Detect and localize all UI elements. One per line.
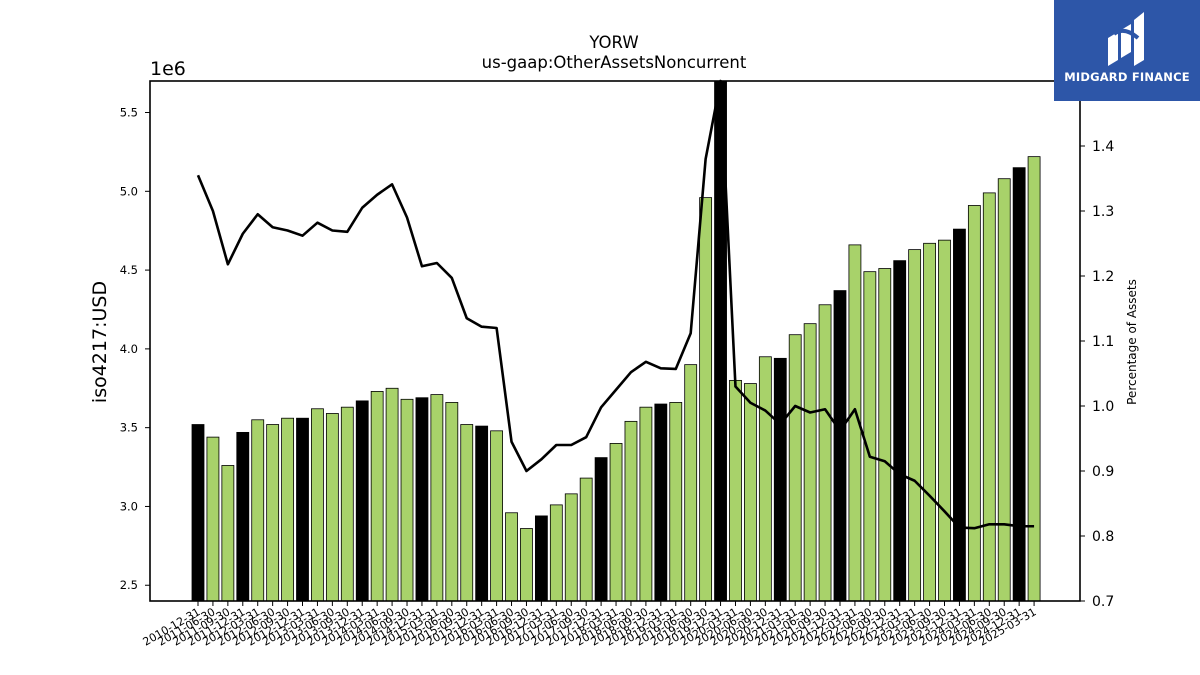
bar	[788, 334, 802, 602]
y-tick-label: 4.5	[120, 263, 138, 277]
bar	[549, 504, 563, 602]
bar	[773, 357, 787, 602]
bar	[564, 493, 578, 602]
bar	[490, 430, 504, 602]
y2-tick-label: 0.8	[1092, 529, 1114, 545]
bar	[967, 205, 981, 602]
bar	[191, 424, 205, 602]
y-axis: 2.5 3.0 3.5 4.0 4.5 5.0 5.5	[120, 106, 150, 592]
bar	[923, 242, 936, 602]
y-tick-label: 5.5	[120, 106, 138, 120]
bar	[953, 228, 966, 602]
bar	[266, 424, 280, 602]
midgard-logo: MIDGARD FINANCE	[1054, 0, 1200, 101]
y-tick-label: 4.0	[120, 342, 138, 356]
y2-axis-label: Percentage of Assets	[1125, 279, 1139, 405]
y2-tick-label: 0.9	[1092, 464, 1114, 480]
bar	[729, 379, 742, 602]
bar	[818, 304, 832, 602]
bar	[534, 515, 548, 602]
line-series	[196, 79, 1035, 530]
y2-tick-label: 1.2	[1092, 269, 1114, 285]
bar	[236, 431, 250, 602]
y-tick-label: 5.0	[120, 184, 138, 198]
bar	[281, 417, 294, 602]
bar	[475, 425, 489, 602]
bar	[325, 413, 339, 602]
bar	[370, 391, 384, 602]
bar	[415, 397, 429, 602]
bar	[445, 402, 459, 602]
bar	[385, 387, 399, 602]
y2-tick-label: 1.1	[1092, 334, 1114, 350]
percentage-line	[196, 79, 1035, 530]
bar	[997, 178, 1011, 602]
bar	[669, 402, 683, 602]
bar	[639, 406, 653, 602]
bar	[609, 443, 623, 602]
y2-axis: 0.7 0.8 0.9 1.0 1.1 1.2 1.3 1.4	[1080, 139, 1114, 610]
y-tick-label: 2.5	[120, 578, 138, 592]
bar	[624, 420, 638, 602]
bar	[594, 457, 608, 602]
bar	[1027, 156, 1041, 602]
midgard-logo-icon	[1108, 12, 1144, 66]
y-tick-label: 3.5	[120, 421, 138, 435]
bar	[938, 239, 951, 602]
bar	[699, 197, 713, 602]
bar	[311, 408, 324, 602]
bar	[355, 400, 369, 602]
bar	[460, 424, 474, 602]
chart-subtitle: us-gaap:OtherAssetsNoncurrent	[482, 53, 747, 72]
bar	[221, 465, 235, 602]
bar	[803, 323, 817, 602]
bar	[893, 260, 907, 602]
bar	[744, 383, 757, 602]
bar	[206, 436, 220, 602]
chart-title: YORW	[588, 33, 638, 52]
bar-series	[191, 80, 1041, 602]
bar	[430, 394, 444, 602]
bar	[340, 406, 354, 602]
bar	[684, 364, 698, 602]
bar	[296, 417, 309, 602]
bar	[579, 477, 593, 602]
x-axis: 2010-12-312011-06-302011-09-302011-12-31…	[141, 601, 1039, 649]
bar	[863, 271, 877, 602]
bar	[908, 249, 922, 602]
y2-tick-label: 1.3	[1092, 204, 1114, 220]
y-offset-label: 1e6	[150, 58, 186, 80]
y2-tick-label: 1.4	[1092, 139, 1114, 155]
logo-text: MIDGARD FINANCE	[1064, 70, 1190, 84]
plot-frame	[149, 80, 1081, 602]
bar	[520, 528, 533, 602]
y2-tick-label: 1.0	[1092, 399, 1114, 415]
bar	[833, 290, 847, 602]
bar	[654, 403, 668, 602]
bar	[878, 268, 892, 602]
bar	[505, 512, 518, 602]
y-axis-label: iso4217:USD	[89, 281, 111, 403]
bar	[758, 356, 772, 602]
bar	[400, 398, 414, 602]
y2-tick-label: 0.7	[1092, 594, 1114, 610]
bar	[1012, 167, 1026, 602]
bar	[982, 192, 996, 602]
bar	[251, 419, 265, 602]
y-tick-label: 3.0	[120, 499, 138, 513]
